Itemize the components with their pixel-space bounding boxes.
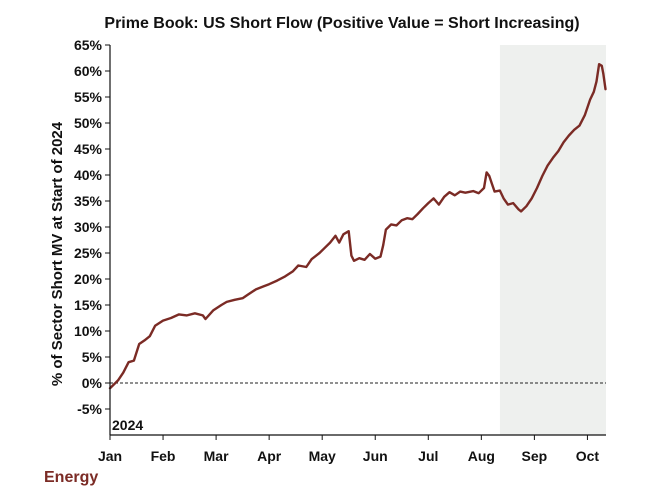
series-line [108,63,607,390]
x-tick-label: Aug [468,448,495,464]
y-axis-label: % of Sector Short MV at Start of 2024 [49,121,66,386]
y-tick-label: -5% [77,401,102,417]
plot-area: -5% 0% 5% 10% 15% 20% 25% 30% 35% 40% 45% 50% 55% 60%… [74,37,607,464]
y-tick-label: 40% [74,167,103,183]
y-tick-label: 10% [74,323,103,339]
y-tick-label: 35% [74,193,103,209]
x-tick-label: Jan [98,448,122,464]
y-tick-label: 65% [74,37,103,53]
y-tick-label: 25% [74,245,103,261]
y-tick-label: 15% [74,297,103,313]
year-label: 2024 [112,417,143,433]
x-tick-label: Jul [418,448,438,464]
x-tick-label: Feb [151,448,176,464]
x-tick-label: May [309,448,336,464]
chart-title: Prime Book: US Short Flow (Positive Valu… [104,15,579,32]
y-tick-label: 50% [74,115,103,131]
x-tick-label: Sep [522,448,548,464]
x-tick-label: Mar [204,448,229,464]
y-tick-label: 55% [74,89,103,105]
y-tick-label: 45% [74,141,103,157]
y-tick-label: 0% [82,375,103,391]
sector-label: Energy [44,469,98,486]
y-tick-label: 5% [82,349,103,365]
x-tick-label: Apr [257,448,282,464]
x-tick-label: Jun [363,448,388,464]
y-tick-label: 20% [74,271,103,287]
x-tick-label: Oct [576,448,600,464]
y-tick-label: 30% [74,219,103,235]
shaded-region [499,45,606,435]
y-tick-label: 60% [74,63,103,79]
